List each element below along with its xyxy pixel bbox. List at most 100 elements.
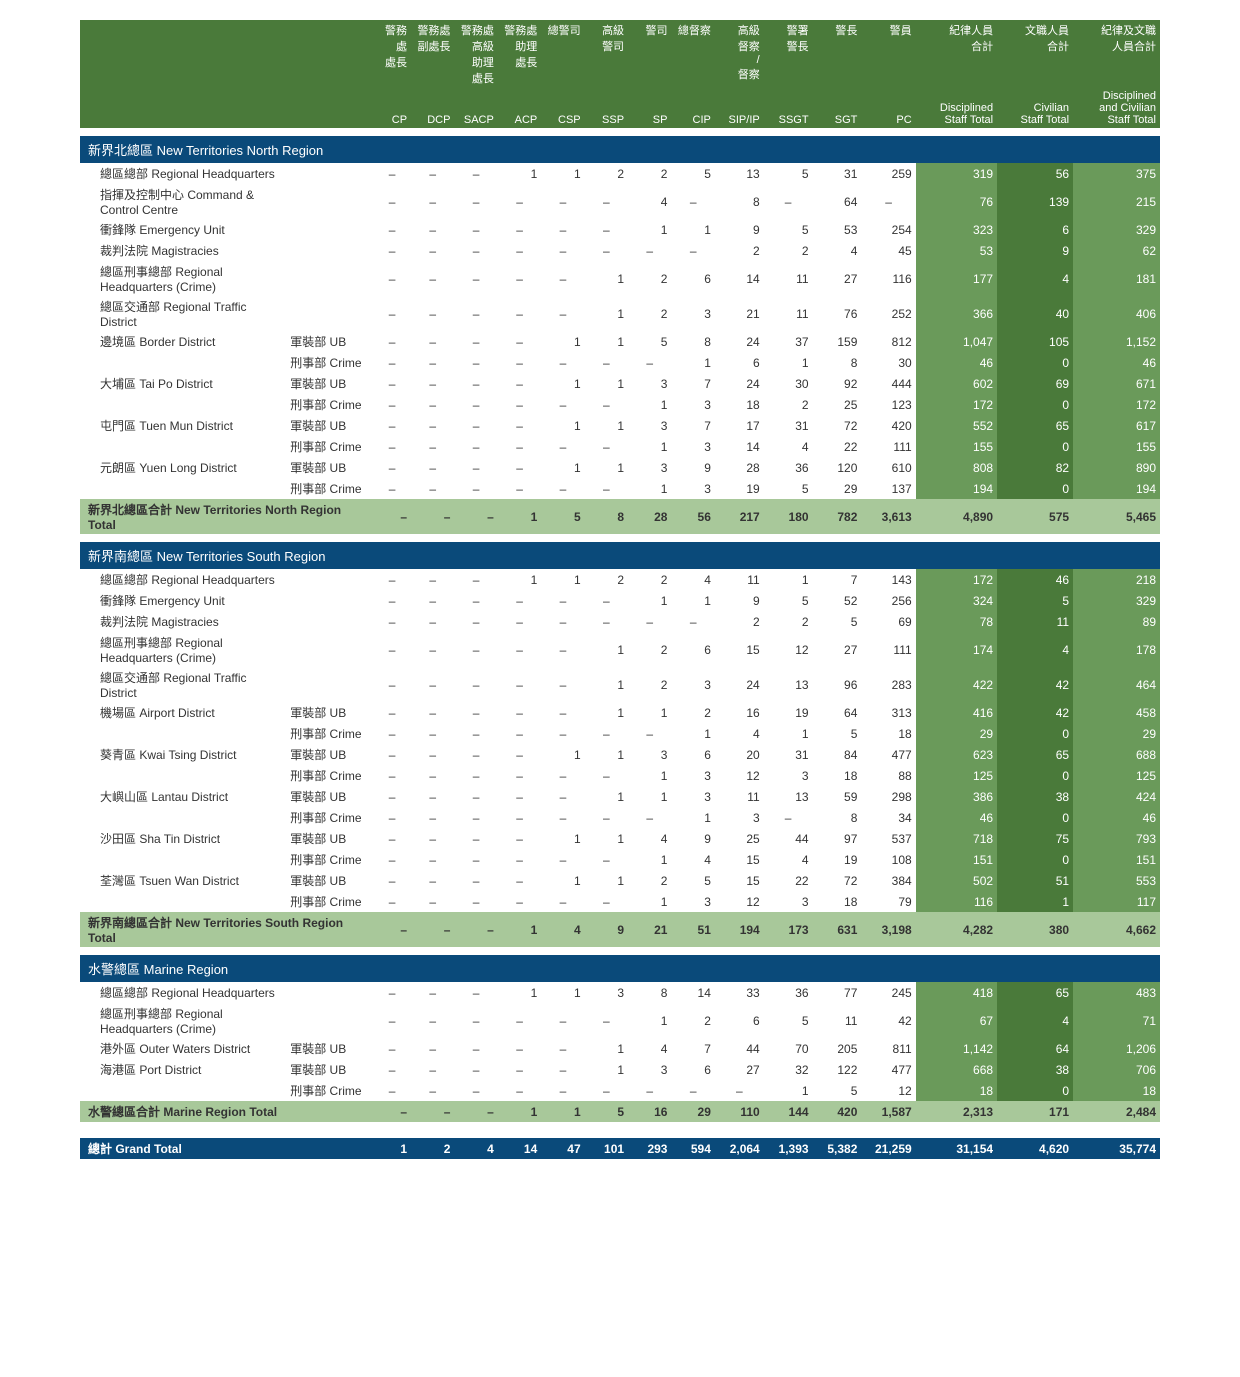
cell: 31,154 bbox=[916, 1138, 997, 1159]
cell: 137 bbox=[861, 478, 915, 499]
row-name: 荃灣區 Tsuen Wan District bbox=[80, 870, 286, 891]
cell: – bbox=[373, 352, 411, 373]
cell: – bbox=[373, 1003, 411, 1038]
cell: 52 bbox=[813, 590, 862, 611]
cell: – bbox=[411, 590, 454, 611]
cell: 1 bbox=[585, 632, 628, 667]
cell: 793 bbox=[1073, 828, 1160, 849]
cell: – bbox=[585, 765, 628, 786]
cell: 3 bbox=[671, 296, 714, 331]
cell: – bbox=[411, 982, 454, 1003]
cell: 384 bbox=[861, 870, 915, 891]
table-row: 屯門區 Tuen Mun District軍裝部 UB––––113717317… bbox=[80, 415, 1160, 436]
cell: 42 bbox=[861, 1003, 915, 1038]
col-hdr-en: CSP bbox=[541, 88, 584, 128]
cell: 1 bbox=[585, 702, 628, 723]
cell: 2 bbox=[671, 1003, 714, 1038]
cell: 32 bbox=[764, 1059, 813, 1080]
cell: 1,587 bbox=[861, 1101, 915, 1122]
table-row: 海港區 Port District軍裝部 UB–––––136273212247… bbox=[80, 1059, 1160, 1080]
cell: 1 bbox=[671, 807, 714, 828]
cell: – bbox=[454, 261, 497, 296]
cell: 11 bbox=[813, 1003, 862, 1038]
cell: 324 bbox=[916, 590, 997, 611]
cell: – bbox=[541, 240, 584, 261]
cell: 0 bbox=[997, 394, 1073, 415]
cell: 64 bbox=[997, 1038, 1073, 1059]
cell: 1 bbox=[585, 667, 628, 702]
cell: 67 bbox=[916, 1003, 997, 1038]
table-body: 新界北總區 New Territories North Region總區總部 R… bbox=[80, 128, 1160, 1159]
cell: 1 bbox=[628, 590, 671, 611]
row-sub bbox=[286, 611, 373, 632]
staff-table: 警務處處長 警務處副處長 警務處高級助理處長 警務處助理處長 總警司 高級警司 … bbox=[80, 20, 1160, 1159]
cell: 177 bbox=[916, 261, 997, 296]
cell: 671 bbox=[1073, 373, 1160, 394]
row-sub: 軍裝部 UB bbox=[286, 1059, 373, 1080]
col-hdr-cn: 高級警司 bbox=[585, 20, 628, 88]
row-sub bbox=[286, 590, 373, 611]
cell: 42 bbox=[997, 702, 1073, 723]
cell: 6 bbox=[997, 219, 1073, 240]
cell: 65 bbox=[997, 415, 1073, 436]
cell: 8 bbox=[671, 331, 714, 352]
row-sub: 軍裝部 UB bbox=[286, 415, 373, 436]
cell: 4 bbox=[541, 912, 584, 947]
table-row: 大埔區 Tai Po District軍裝部 UB––––11372430924… bbox=[80, 373, 1160, 394]
cell: 6 bbox=[671, 261, 714, 296]
cell: 16 bbox=[715, 702, 764, 723]
cell: – bbox=[498, 373, 541, 394]
col-hdr-en: CIP bbox=[671, 88, 714, 128]
cell: 82 bbox=[997, 457, 1073, 478]
cell: 8 bbox=[715, 184, 764, 219]
cell: 218 bbox=[1073, 569, 1160, 590]
cell: 252 bbox=[861, 296, 915, 331]
cell: – bbox=[541, 891, 584, 912]
cell: 1 bbox=[764, 352, 813, 373]
cell: 3 bbox=[628, 457, 671, 478]
cell: 116 bbox=[916, 891, 997, 912]
cell: 3 bbox=[671, 891, 714, 912]
cell: 194 bbox=[715, 912, 764, 947]
cell: 5 bbox=[628, 331, 671, 352]
col-hdr-cn: 文職人員合計 bbox=[997, 20, 1073, 88]
cell: 44 bbox=[715, 1038, 764, 1059]
cell: 181 bbox=[1073, 261, 1160, 296]
row-name bbox=[80, 436, 286, 457]
cell: – bbox=[454, 891, 497, 912]
cell: 3 bbox=[671, 478, 714, 499]
cell: 22 bbox=[813, 436, 862, 457]
cell: 1 bbox=[628, 702, 671, 723]
col-hdr-cn: 警務處處長 bbox=[373, 20, 411, 88]
table-header: 警務處處長 警務處副處長 警務處高級助理處長 警務處助理處長 總警司 高級警司 … bbox=[80, 20, 1160, 128]
cell: 1 bbox=[628, 478, 671, 499]
cell: 1 bbox=[671, 590, 714, 611]
cell: 139 bbox=[997, 184, 1073, 219]
cell: – bbox=[498, 1059, 541, 1080]
cell: 3 bbox=[671, 786, 714, 807]
row-sub bbox=[286, 184, 373, 219]
cell: 47 bbox=[541, 1138, 584, 1159]
cell: 1 bbox=[628, 436, 671, 457]
cell: 172 bbox=[916, 394, 997, 415]
cell: – bbox=[628, 807, 671, 828]
cell: 5 bbox=[813, 723, 862, 744]
cell: 5 bbox=[997, 590, 1073, 611]
cell: – bbox=[585, 891, 628, 912]
cell: – bbox=[411, 1003, 454, 1038]
cell: 6 bbox=[715, 352, 764, 373]
cell: 151 bbox=[1073, 849, 1160, 870]
cell: – bbox=[454, 436, 497, 457]
cell: – bbox=[411, 394, 454, 415]
cell: 5 bbox=[671, 163, 714, 184]
cell: 69 bbox=[861, 611, 915, 632]
cell: 782 bbox=[813, 499, 862, 534]
cell: – bbox=[764, 184, 813, 219]
cell: – bbox=[373, 590, 411, 611]
cell: – bbox=[373, 870, 411, 891]
cell: – bbox=[373, 499, 411, 534]
col-hdr-cn: 紀律人員合計 bbox=[916, 20, 997, 88]
cell: – bbox=[585, 1080, 628, 1101]
cell: 1 bbox=[585, 296, 628, 331]
cell: – bbox=[454, 457, 497, 478]
